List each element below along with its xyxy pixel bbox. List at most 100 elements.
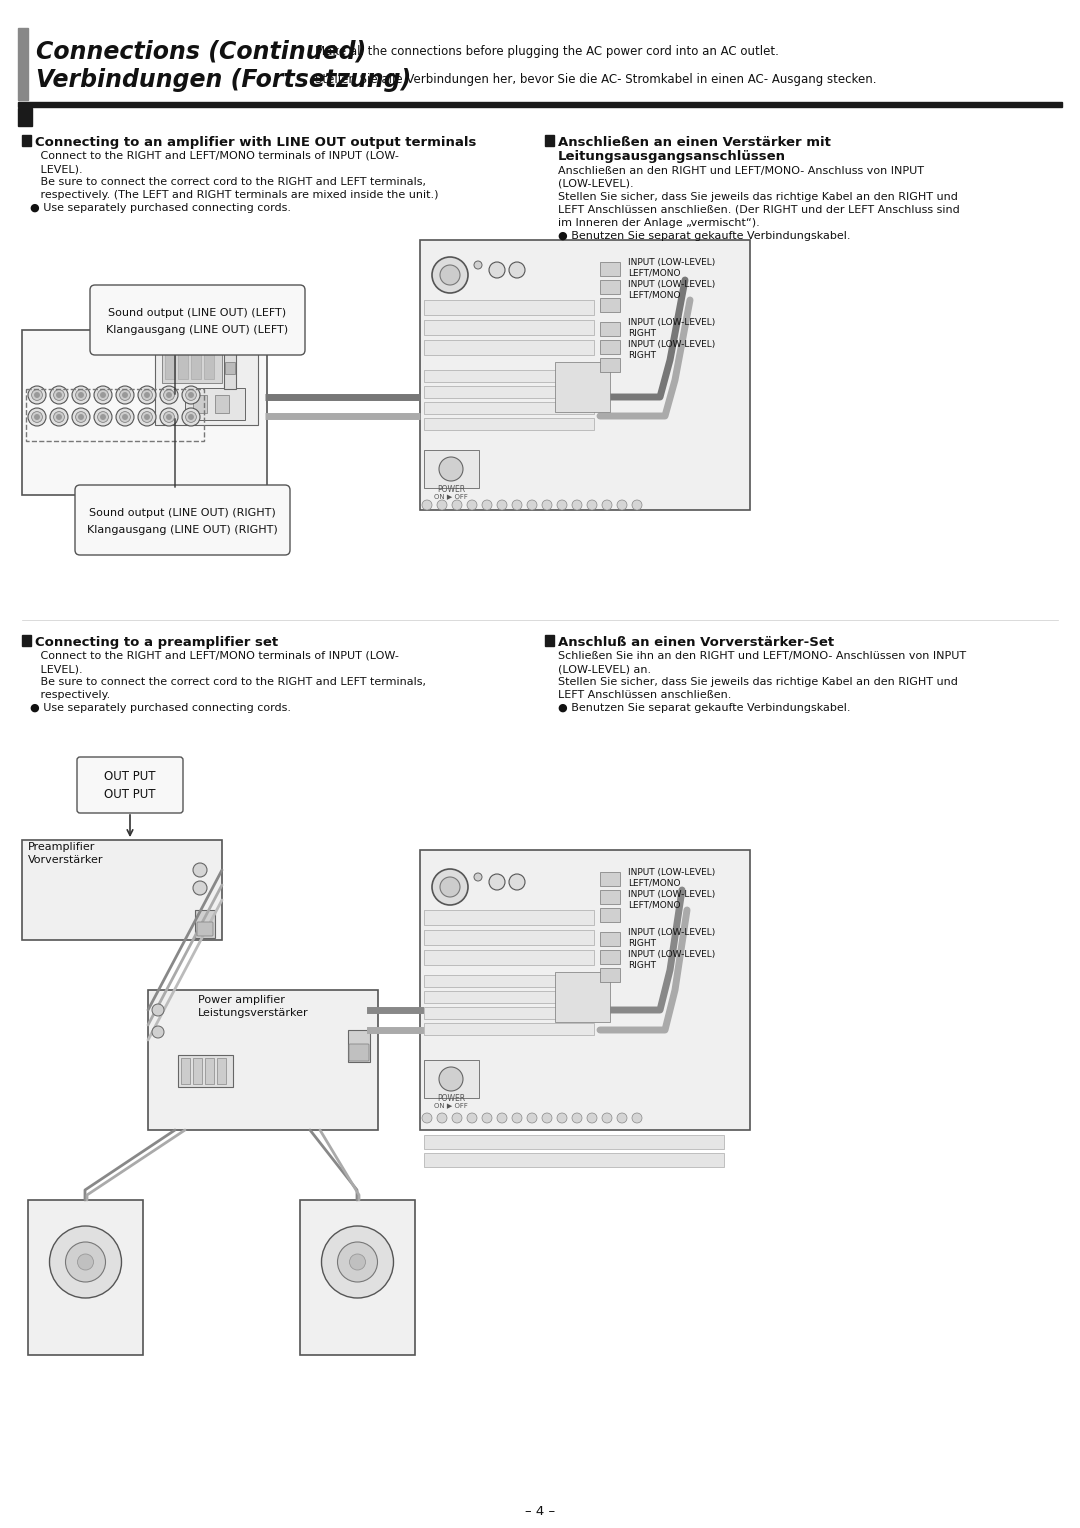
Text: respectively.: respectively.: [30, 691, 110, 700]
Circle shape: [76, 390, 86, 400]
Circle shape: [467, 500, 477, 510]
Text: ON ▶ OFF: ON ▶ OFF: [434, 494, 468, 500]
Circle shape: [97, 411, 108, 422]
Circle shape: [322, 1225, 393, 1297]
Circle shape: [94, 387, 112, 403]
Circle shape: [79, 393, 83, 397]
Circle shape: [31, 411, 42, 422]
Circle shape: [337, 1242, 378, 1282]
Bar: [424, 370, 594, 382]
Circle shape: [50, 408, 68, 426]
Bar: [193, 1057, 202, 1083]
Circle shape: [467, 1112, 477, 1123]
Bar: [600, 969, 620, 983]
Text: INPUT (LOW-LEVEL): INPUT (LOW-LEVEL): [627, 258, 715, 267]
Text: ● Use separately purchased connecting cords.: ● Use separately purchased connecting co…: [30, 203, 291, 212]
Circle shape: [557, 1112, 567, 1123]
Text: Connections (Continued): Connections (Continued): [36, 40, 366, 64]
Bar: [424, 1154, 724, 1167]
Text: INPUT (LOW-LEVEL): INPUT (LOW-LEVEL): [627, 341, 715, 348]
Bar: [195, 911, 215, 938]
Circle shape: [138, 408, 156, 426]
Circle shape: [50, 387, 68, 403]
Bar: [600, 950, 620, 964]
Text: Leistungsverstärker: Leistungsverstärker: [198, 1008, 309, 1018]
Circle shape: [474, 872, 482, 882]
Circle shape: [489, 874, 505, 889]
Bar: [217, 1057, 226, 1083]
Circle shape: [28, 387, 46, 403]
Bar: [600, 908, 620, 921]
Text: LEFT/MONO: LEFT/MONO: [627, 902, 680, 911]
Circle shape: [72, 387, 90, 403]
Circle shape: [588, 1112, 597, 1123]
Bar: [22, 636, 31, 646]
Circle shape: [509, 261, 525, 278]
Text: RIGHT: RIGHT: [627, 351, 656, 361]
Bar: [424, 1135, 724, 1149]
Circle shape: [193, 882, 207, 895]
Circle shape: [542, 500, 552, 510]
Circle shape: [141, 390, 152, 400]
Circle shape: [193, 863, 207, 877]
Circle shape: [76, 411, 86, 422]
Text: Stellen Sie sicher, dass Sie jeweils das richtige Kabel an den RIGHT und: Stellen Sie sicher, dass Sie jeweils das…: [558, 193, 958, 202]
Text: LEFT Anschlüssen anschließen. (Der RIGHT und der LEFT Anschluss sind: LEFT Anschlüssen anschließen. (Der RIGHT…: [558, 205, 960, 215]
Circle shape: [123, 414, 127, 419]
Bar: [300, 1199, 415, 1355]
Bar: [424, 975, 594, 987]
Text: Sound output (LINE OUT) (RIGHT): Sound output (LINE OUT) (RIGHT): [90, 507, 275, 518]
Circle shape: [453, 1112, 462, 1123]
Bar: [224, 344, 237, 390]
Bar: [424, 299, 594, 315]
Circle shape: [141, 411, 152, 422]
Bar: [545, 134, 554, 147]
Bar: [600, 298, 620, 312]
Circle shape: [350, 1254, 365, 1270]
Text: ON ▶ OFF: ON ▶ OFF: [434, 1102, 468, 1108]
Circle shape: [72, 408, 90, 426]
Bar: [28, 1199, 143, 1355]
Text: Verbindungen (Fortsetzung): Verbindungen (Fortsetzung): [36, 69, 411, 92]
Text: (LOW-LEVEL).: (LOW-LEVEL).: [558, 179, 634, 189]
Circle shape: [28, 408, 46, 426]
Circle shape: [432, 257, 468, 293]
Text: LEFT/MONO: LEFT/MONO: [627, 879, 680, 888]
Text: Make all the connections before plugging the AC power cord into an AC outlet.: Make all the connections before plugging…: [315, 46, 779, 58]
Text: Anschließen an einen Verstärker mit: Anschließen an einen Verstärker mit: [558, 136, 831, 150]
Circle shape: [512, 1112, 522, 1123]
Circle shape: [123, 393, 127, 397]
FancyBboxPatch shape: [90, 286, 305, 354]
Circle shape: [422, 500, 432, 510]
Bar: [22, 840, 222, 940]
Text: INPUT (LOW-LEVEL): INPUT (LOW-LEVEL): [627, 318, 715, 327]
Circle shape: [54, 411, 65, 422]
FancyBboxPatch shape: [75, 484, 291, 555]
Bar: [424, 1007, 594, 1019]
Circle shape: [453, 500, 462, 510]
Bar: [18, 102, 1062, 107]
Circle shape: [97, 390, 108, 400]
Bar: [156, 341, 258, 425]
Circle shape: [527, 500, 537, 510]
Bar: [22, 134, 31, 147]
Circle shape: [186, 390, 197, 400]
Text: Schließen Sie ihn an den RIGHT und LEFT/MONO- Anschlüssen von INPUT: Schließen Sie ihn an den RIGHT und LEFT/…: [558, 651, 967, 662]
Circle shape: [145, 393, 149, 397]
Circle shape: [189, 393, 193, 397]
Bar: [165, 351, 175, 379]
Bar: [162, 348, 222, 384]
Text: Vorverstärker: Vorverstärker: [28, 856, 104, 865]
Text: (LOW-LEVEL) an.: (LOW-LEVEL) an.: [558, 665, 651, 674]
Circle shape: [602, 500, 612, 510]
Circle shape: [438, 457, 463, 481]
Bar: [600, 341, 620, 354]
Circle shape: [35, 393, 39, 397]
Circle shape: [474, 261, 482, 269]
Text: RIGHT: RIGHT: [627, 329, 656, 338]
Bar: [424, 1024, 594, 1034]
Text: POWER: POWER: [437, 1094, 465, 1103]
Text: Klangausgang (LINE OUT) (LEFT): Klangausgang (LINE OUT) (LEFT): [107, 325, 288, 335]
Circle shape: [163, 411, 174, 422]
Circle shape: [189, 414, 193, 419]
